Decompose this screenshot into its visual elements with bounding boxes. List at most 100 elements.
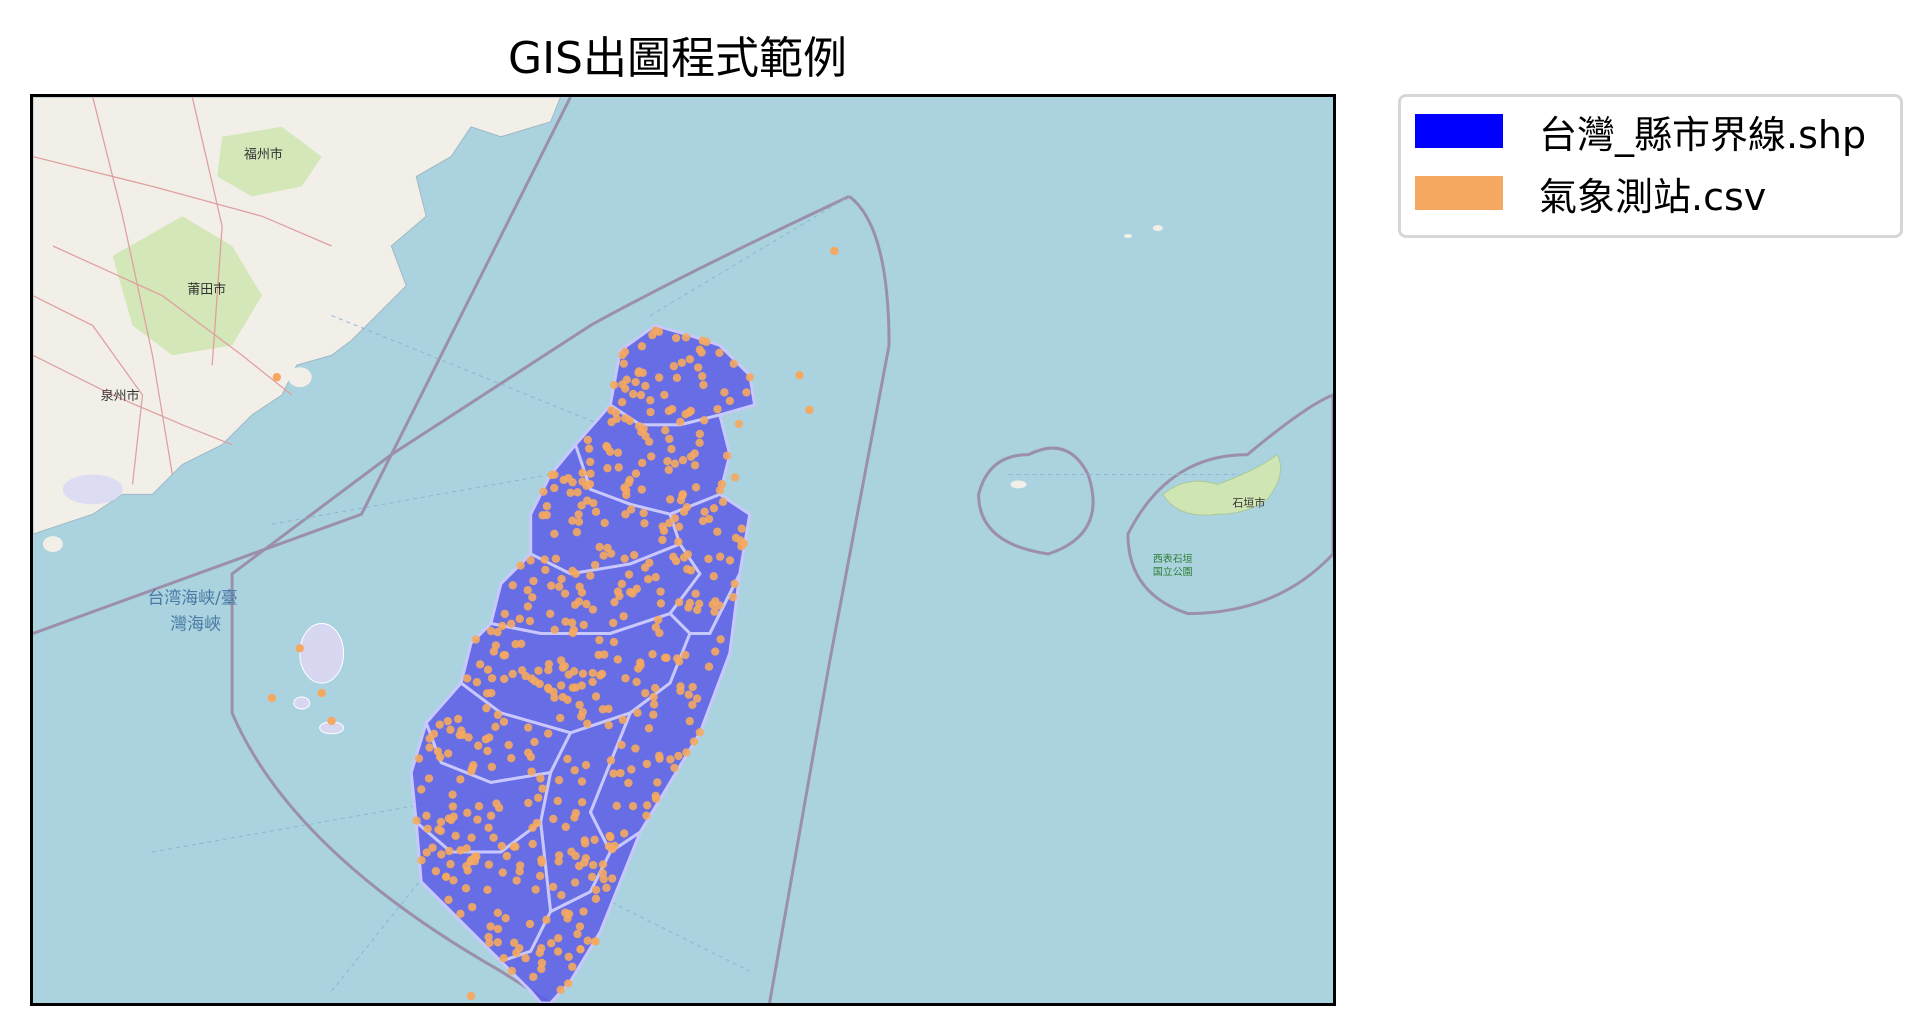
map-title: GIS出圖程式範例 bbox=[507, 33, 847, 84]
label-putian: 莆田市 bbox=[187, 282, 226, 298]
legend-item-county: 台灣_縣市界線.shp bbox=[1415, 109, 1866, 157]
station-point bbox=[595, 635, 604, 645]
station-point bbox=[689, 737, 699, 746]
station-point bbox=[550, 483, 559, 493]
station-point bbox=[449, 876, 458, 885]
station-point bbox=[561, 617, 570, 626]
station-point bbox=[463, 808, 472, 818]
station-point bbox=[468, 764, 477, 773]
station-point bbox=[471, 635, 481, 644]
station-point bbox=[484, 932, 493, 942]
station-point bbox=[544, 659, 554, 669]
station-point bbox=[667, 404, 677, 414]
station-point bbox=[603, 443, 612, 452]
station-point bbox=[646, 396, 655, 405]
station-point bbox=[584, 444, 594, 453]
station-point bbox=[267, 693, 277, 703]
station-point bbox=[535, 871, 545, 881]
station-point bbox=[620, 347, 630, 356]
station-point bbox=[660, 390, 669, 400]
station-point bbox=[620, 483, 629, 492]
station-point bbox=[616, 768, 625, 778]
station-point bbox=[583, 936, 592, 945]
station-point bbox=[295, 644, 304, 653]
station-point bbox=[428, 843, 437, 852]
station-point bbox=[683, 565, 692, 574]
station-point bbox=[709, 572, 718, 581]
station-point bbox=[606, 756, 616, 765]
station-point bbox=[730, 473, 740, 482]
station-point bbox=[577, 588, 587, 597]
station-point bbox=[609, 618, 618, 628]
station-point bbox=[486, 811, 496, 820]
station-point bbox=[713, 527, 722, 536]
station-point bbox=[670, 763, 679, 773]
station-point bbox=[653, 778, 662, 787]
station-point bbox=[571, 851, 580, 861]
station-point bbox=[624, 570, 634, 579]
station-point bbox=[446, 860, 455, 869]
station-point bbox=[665, 495, 675, 504]
station-point bbox=[317, 688, 326, 698]
station-point bbox=[670, 459, 680, 468]
station-point bbox=[697, 348, 706, 357]
station-point bbox=[501, 913, 510, 923]
station-point bbox=[649, 710, 658, 719]
station-point bbox=[637, 342, 647, 351]
station-point bbox=[571, 683, 580, 692]
station-point bbox=[684, 603, 693, 612]
station-point bbox=[497, 841, 507, 851]
station-point bbox=[700, 416, 709, 425]
station-point bbox=[682, 503, 692, 512]
station-point bbox=[423, 824, 432, 834]
station-point bbox=[575, 700, 584, 710]
station-point bbox=[444, 814, 454, 823]
dashed-lines bbox=[152, 195, 1248, 992]
station-point bbox=[555, 713, 565, 723]
station-point bbox=[487, 674, 497, 683]
map-svg: 福州市 莆田市 泉州市 台湾海峡/臺 灣海峽 石垣市 西表石垣 国立公園 bbox=[33, 97, 1333, 1003]
station-point bbox=[507, 619, 516, 628]
station-point bbox=[579, 907, 588, 916]
station-point bbox=[681, 333, 691, 342]
station-point bbox=[553, 796, 562, 806]
mainland-green-area-2 bbox=[217, 126, 322, 197]
station-point bbox=[491, 722, 500, 732]
station-point bbox=[598, 869, 608, 878]
station-point bbox=[619, 359, 628, 368]
station-point bbox=[504, 740, 513, 750]
station-point bbox=[609, 637, 619, 647]
station-point bbox=[547, 470, 556, 480]
station-point bbox=[620, 554, 629, 563]
station-point bbox=[691, 483, 701, 492]
station-point bbox=[713, 404, 722, 414]
station-point bbox=[508, 669, 517, 679]
station-point bbox=[628, 589, 637, 598]
station-point bbox=[691, 589, 700, 598]
label-fuzhou: 福州市 bbox=[244, 147, 283, 163]
station-point bbox=[578, 669, 588, 678]
map-canvas[interactable]: 福州市 莆田市 泉州市 台湾海峡/臺 灣海峽 石垣市 西表石垣 国立公園 bbox=[30, 94, 1336, 1006]
station-point bbox=[600, 518, 609, 528]
station-point bbox=[591, 885, 601, 895]
station-point bbox=[667, 444, 676, 454]
station-point bbox=[493, 908, 503, 917]
station-point bbox=[588, 668, 597, 678]
station-point bbox=[636, 390, 646, 400]
station-point bbox=[644, 437, 654, 446]
station-point bbox=[537, 958, 547, 968]
station-point bbox=[526, 752, 536, 762]
station-point bbox=[436, 817, 446, 827]
station-point bbox=[498, 621, 507, 631]
station-point bbox=[515, 861, 525, 870]
station-point bbox=[588, 677, 597, 687]
station-point bbox=[528, 839, 537, 849]
station-point bbox=[466, 991, 476, 1001]
station-point bbox=[554, 776, 564, 785]
station-point bbox=[656, 599, 666, 608]
station-point bbox=[722, 451, 732, 460]
station-point bbox=[547, 939, 556, 948]
station-point bbox=[625, 475, 634, 485]
station-point bbox=[567, 618, 577, 627]
station-point bbox=[695, 728, 705, 737]
